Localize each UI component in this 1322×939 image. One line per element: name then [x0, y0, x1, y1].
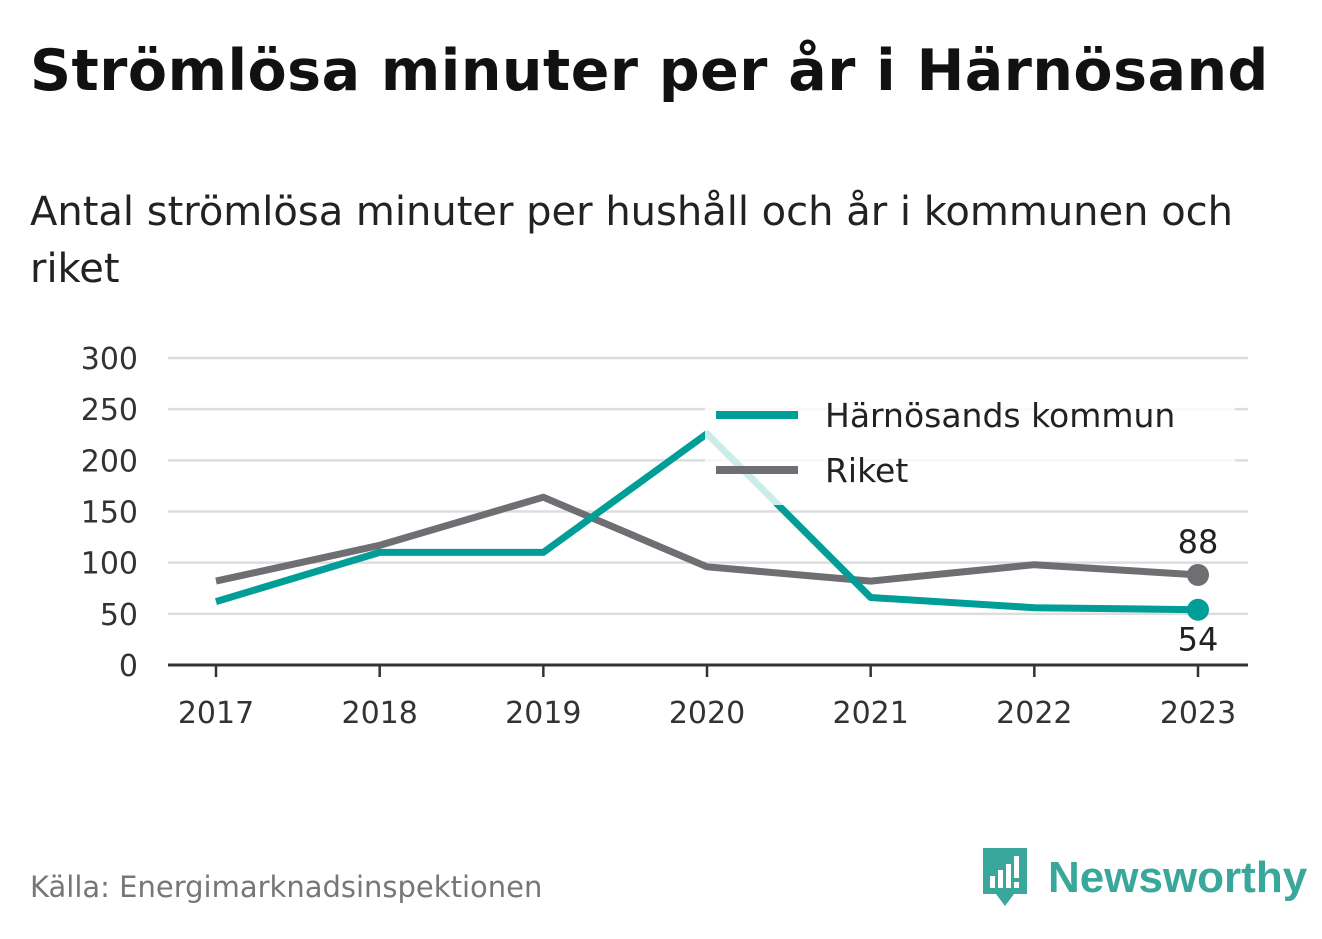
- y-axis-labels: 0 50 100 150 200 250 300: [81, 342, 138, 684]
- y-tick-label-150: 150: [81, 496, 138, 531]
- x-tick-label-2019: 2019: [505, 696, 581, 731]
- x-tick-label-2023: 2023: [1160, 696, 1236, 731]
- end-markers: [1187, 563, 1209, 621]
- chart-subtitle: Antal strömlösa minuter per hushåll och …: [30, 189, 1234, 292]
- series-line-riket: [215, 493, 1199, 585]
- y-tick-label-50: 50: [100, 598, 138, 633]
- x-axis: 2017 2018 2019 2020 2021 2022 2023: [168, 663, 1248, 731]
- end-marker-kommun: [1187, 598, 1209, 621]
- legend-label-kommun: Härnösands kommun: [825, 396, 1175, 435]
- x-tick-label-2022: 2022: [996, 696, 1072, 731]
- legend: Härnösands kommun Riket: [705, 390, 1235, 505]
- y-tick-label-0: 0: [119, 649, 138, 684]
- newsworthy-logo-icon: [983, 848, 1027, 906]
- y-tick-label-300: 300: [81, 342, 138, 377]
- brand-logo[interactable]: Newsworthy: [980, 846, 1307, 910]
- x-tick-label-2018: 2018: [341, 696, 417, 731]
- legend-background: [705, 390, 1235, 505]
- end-value-label-riket: 88: [1178, 523, 1219, 561]
- y-tick-label-100: 100: [81, 547, 138, 582]
- brand-name: Newsworthy: [1048, 853, 1308, 902]
- chart-title: Strömlösa minuter per år i Härnösand: [30, 38, 1269, 104]
- legend-label-riket: Riket: [825, 451, 908, 490]
- y-tick-label-200: 200: [81, 444, 138, 479]
- end-marker-riket: [1187, 563, 1209, 586]
- x-tick-label-2020: 2020: [669, 696, 745, 731]
- x-tick-label-2017: 2017: [178, 696, 254, 731]
- y-tick-label-250: 250: [81, 393, 138, 428]
- end-value-label-kommun: 54: [1178, 621, 1219, 659]
- x-tick-label-2021: 2021: [832, 696, 908, 731]
- source-note: Källa: Energimarknadsinspektionen: [30, 870, 543, 904]
